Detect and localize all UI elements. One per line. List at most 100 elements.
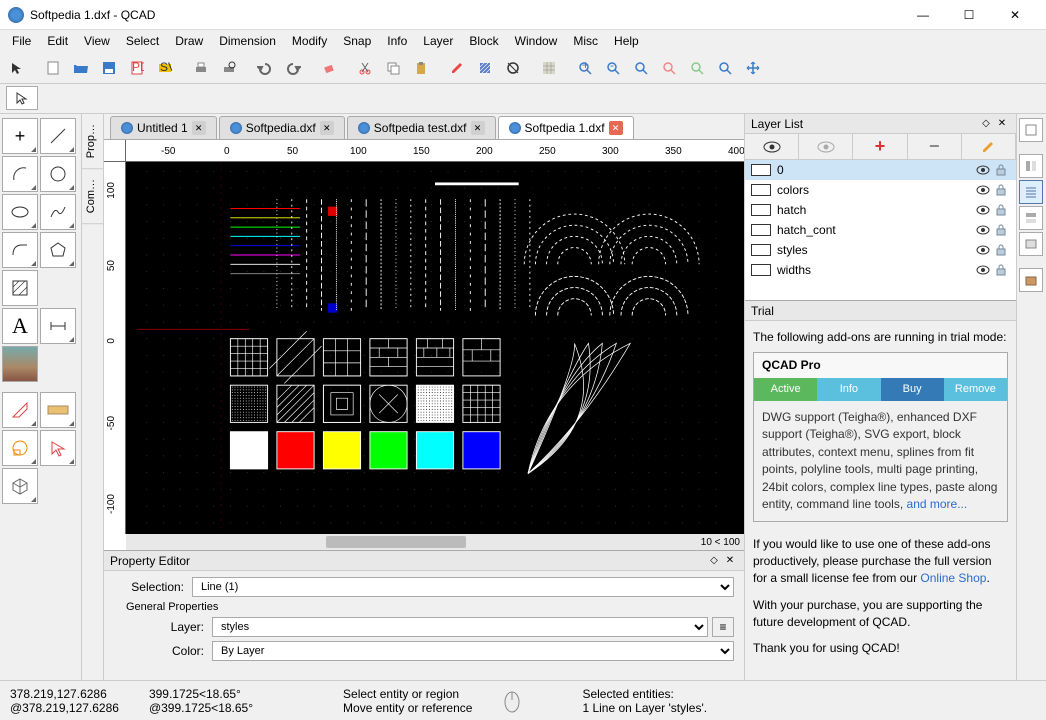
menu-dimension[interactable]: Dimension	[211, 32, 284, 50]
minimize-button[interactable]: —	[900, 0, 946, 30]
document-tab[interactable]: Softpedia test.dxf✕	[347, 116, 496, 139]
view-option-1-icon[interactable]	[1019, 154, 1043, 178]
undock-icon[interactable]: ◇	[978, 116, 994, 132]
toggle-hidden-button[interactable]	[799, 134, 853, 159]
layer-item[interactable]: colors	[745, 180, 1016, 200]
close-tab-icon[interactable]: ✕	[471, 121, 485, 135]
edit-layer-button[interactable]	[962, 134, 1016, 159]
trial-tab-active[interactable]: Active	[754, 378, 817, 401]
library-icon[interactable]	[1019, 268, 1043, 292]
toggle-visible-button[interactable]	[745, 134, 799, 159]
lock-icon[interactable]	[996, 264, 1010, 276]
arc-tool[interactable]	[2, 156, 38, 192]
ruler-tool[interactable]	[40, 392, 76, 428]
document-tab[interactable]: Untitled 1✕	[110, 116, 217, 139]
view-option-4-icon[interactable]	[1019, 232, 1043, 256]
iso-tool[interactable]	[2, 468, 38, 504]
select-tool[interactable]	[40, 430, 76, 466]
hatch-tool-button[interactable]	[472, 55, 498, 81]
close-panel-icon[interactable]: ✕	[994, 116, 1010, 132]
zoom-out-button[interactable]: -	[600, 55, 626, 81]
copy-button[interactable]	[380, 55, 406, 81]
and-more-link[interactable]: and more...	[907, 497, 968, 511]
menu-layer[interactable]: Layer	[415, 32, 461, 50]
snap-tool[interactable]	[2, 430, 38, 466]
view-option-3-icon[interactable]	[1019, 206, 1043, 230]
eye-icon[interactable]	[976, 205, 990, 215]
menu-view[interactable]: View	[76, 32, 118, 50]
close-tab-icon[interactable]: ✕	[320, 121, 334, 135]
eye-icon[interactable]	[976, 245, 990, 255]
redo-button[interactable]	[280, 55, 306, 81]
text-tool[interactable]: A	[2, 308, 38, 344]
layer-dropdown[interactable]: styles	[212, 617, 708, 637]
add-layer-button[interactable]: +	[853, 134, 907, 159]
block-list-icon[interactable]	[1019, 118, 1043, 142]
eye-icon[interactable]	[976, 185, 990, 195]
layer-item[interactable]: hatch_cont	[745, 220, 1016, 240]
undock-icon[interactable]: ◇	[706, 553, 722, 569]
lock-icon[interactable]	[996, 204, 1010, 216]
menu-file[interactable]: File	[4, 32, 39, 50]
dock-tab[interactable]: Prop…	[82, 114, 103, 169]
menu-edit[interactable]: Edit	[39, 32, 76, 50]
pan-button[interactable]	[740, 55, 766, 81]
maximize-button[interactable]: ☐	[946, 0, 992, 30]
view-option-2-icon[interactable]	[1019, 180, 1043, 204]
dock-tab[interactable]: Com…	[82, 169, 103, 224]
menu-help[interactable]: Help	[606, 32, 647, 50]
zoom-prev-button[interactable]	[684, 55, 710, 81]
layer-list-icon[interactable]: ≡	[712, 617, 734, 637]
ellipse-tool[interactable]	[2, 194, 38, 230]
scrollbar-horizontal[interactable]: 10 < 100	[126, 534, 744, 550]
pointer-mode-button[interactable]	[6, 86, 38, 110]
menu-info[interactable]: Info	[379, 32, 415, 50]
print-button[interactable]	[188, 55, 214, 81]
undo-button[interactable]	[252, 55, 278, 81]
pdf-button[interactable]: PDF	[124, 55, 150, 81]
line-tool[interactable]	[40, 118, 76, 154]
menu-window[interactable]: Window	[507, 32, 566, 50]
eye-icon[interactable]	[976, 165, 990, 175]
menu-select[interactable]: Select	[118, 32, 167, 50]
measure-tool[interactable]	[2, 392, 38, 428]
lock-icon[interactable]	[996, 244, 1010, 256]
cut-button[interactable]	[352, 55, 378, 81]
new-button[interactable]	[40, 55, 66, 81]
color-dropdown[interactable]: By Layer	[212, 641, 734, 661]
hatch-button[interactable]	[2, 270, 38, 306]
close-button[interactable]: ✕	[992, 0, 1038, 30]
trial-tab-info[interactable]: Info	[817, 378, 880, 401]
pencil-button[interactable]	[444, 55, 470, 81]
point-tool[interactable]: +	[2, 118, 38, 154]
lock-icon[interactable]	[996, 184, 1010, 196]
save-button[interactable]	[96, 55, 122, 81]
polyline-tool[interactable]	[2, 232, 38, 268]
zoom-window-button[interactable]	[712, 55, 738, 81]
menu-misc[interactable]: Misc	[565, 32, 606, 50]
erase-button[interactable]	[316, 55, 342, 81]
trial-tab-buy[interactable]: Buy	[881, 378, 944, 401]
eye-icon[interactable]	[976, 225, 990, 235]
zoom-selection-button[interactable]	[656, 55, 682, 81]
print-preview-button[interactable]	[216, 55, 242, 81]
dimension-tool[interactable]	[40, 308, 76, 344]
eye-icon[interactable]	[976, 265, 990, 275]
remove-layer-button[interactable]: −	[908, 134, 962, 159]
polygon-tool[interactable]	[40, 232, 76, 268]
layer-item[interactable]: styles	[745, 240, 1016, 260]
circle-tool-button[interactable]	[500, 55, 526, 81]
lock-icon[interactable]	[996, 164, 1010, 176]
paste-button[interactable]	[408, 55, 434, 81]
close-tab-icon[interactable]: ✕	[609, 121, 623, 135]
circle-tool[interactable]	[40, 156, 76, 192]
layer-item[interactable]: 0	[745, 160, 1016, 180]
menu-draw[interactable]: Draw	[167, 32, 211, 50]
layer-item[interactable]: hatch	[745, 200, 1016, 220]
image-tool[interactable]	[2, 346, 38, 382]
zoom-auto-button[interactable]	[628, 55, 654, 81]
close-tab-icon[interactable]: ✕	[192, 121, 206, 135]
menu-block[interactable]: Block	[461, 32, 506, 50]
drawing-canvas[interactable]	[126, 162, 744, 534]
document-tab[interactable]: Softpedia.dxf✕	[219, 116, 345, 139]
